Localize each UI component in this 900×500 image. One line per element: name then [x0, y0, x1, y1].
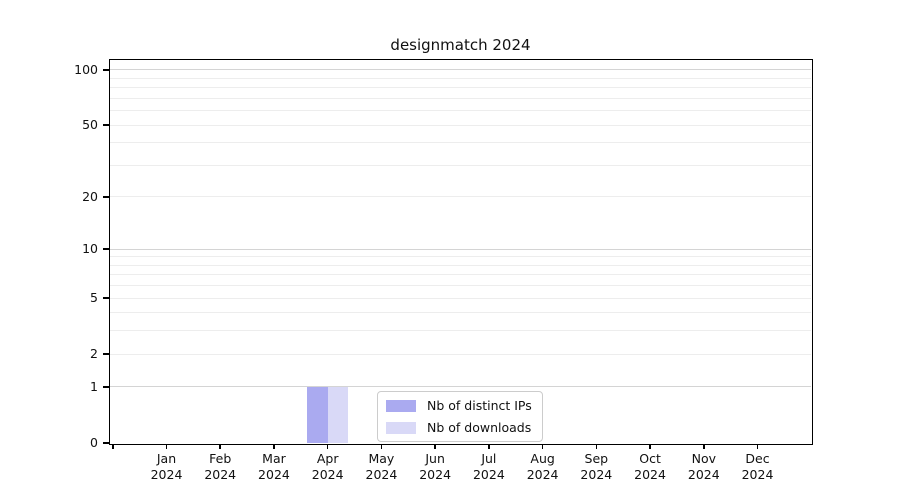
x-tick-label: Jan 2024: [136, 451, 198, 483]
gridline-major: [110, 69, 811, 71]
x-tick-label: May 2024: [350, 451, 412, 483]
y-tick-mark: [103, 69, 109, 71]
chart-title: designmatch 2024: [390, 36, 531, 54]
x-tick-year: 2024: [580, 467, 613, 482]
x-tick-label: Oct 2024: [619, 451, 681, 483]
x-tick-year: 2024: [634, 467, 666, 482]
y-tick-mark: [103, 353, 109, 355]
y-tick-mark: [103, 196, 109, 198]
gridline-minor: [110, 297, 811, 299]
y-tick-label: 2: [90, 346, 98, 362]
x-tick-mark: [434, 444, 436, 449]
y-tick-label: 100: [74, 61, 98, 77]
x-tick-month: Mar: [262, 451, 286, 466]
gridline-minor: [110, 164, 811, 166]
gridline-minor: [110, 264, 811, 266]
y-tick-mark: [103, 124, 109, 126]
y-tick-mark: [103, 442, 109, 444]
gridline-minor: [110, 142, 811, 144]
gridline-minor: [110, 196, 811, 198]
x-tick-year: 2024: [687, 467, 720, 482]
gridline-minor: [110, 110, 811, 112]
y-tick-label: 50: [82, 117, 98, 133]
x-tick-label: Jul 2024: [458, 451, 520, 483]
x-tick-year: 2024: [311, 467, 344, 482]
plot-area: [110, 60, 811, 443]
x-tick-mark: [756, 444, 759, 449]
gridline-minor: [110, 312, 811, 314]
legend-label: Nb of downloads: [427, 420, 532, 435]
x-tick-mark: [541, 444, 544, 449]
x-tick-mark: [273, 444, 275, 449]
x-tick-month: Jan: [156, 451, 177, 466]
gridline-minor: [110, 87, 811, 89]
y-tick-mark: [103, 386, 109, 388]
x-tick-mark: [703, 444, 705, 449]
legend-swatch: [386, 399, 416, 412]
gridline-minor: [110, 124, 811, 126]
x-tick-year: 2024: [741, 467, 774, 482]
x-tick-month: Dec: [745, 451, 770, 466]
legend-swatch: [386, 421, 416, 434]
x-tick-year: 2024: [472, 467, 505, 482]
gridline-minor: [110, 330, 811, 332]
gridline-minor: [110, 77, 811, 79]
x-tick-mark: [595, 444, 598, 449]
x-tick-mark: [488, 444, 490, 449]
legend-item: Nb of downloads: [386, 419, 532, 436]
y-tick-label: 20: [82, 188, 98, 204]
gridline-minor: [110, 353, 811, 355]
gridline-minor: [110, 274, 811, 276]
x-tick-month: Nov: [691, 451, 716, 466]
x-tick-year: 2024: [526, 467, 559, 482]
legend-item: Nb of distinct IPs: [386, 397, 532, 414]
x-tick-month: Jun: [425, 451, 445, 466]
x-tick-mark: [112, 444, 114, 449]
x-tick-year: 2024: [150, 467, 183, 482]
x-tick-month: Jul: [481, 451, 497, 466]
x-tick-mark: [165, 444, 168, 449]
y-tick-mark: [103, 297, 109, 299]
x-tick-month: Aug: [530, 451, 555, 466]
x-tick-month: Apr: [316, 451, 339, 466]
x-tick-label: Apr 2024: [297, 451, 359, 483]
x-tick-month: Feb: [209, 451, 232, 466]
legend: Nb of distinct IPs Nb of downloads: [377, 391, 543, 442]
bar-downloads: [327, 386, 349, 443]
y-tick-label: 5: [90, 290, 98, 306]
x-tick-mark: [326, 444, 329, 449]
x-tick-year: 2024: [258, 467, 290, 482]
x-tick-mark: [380, 444, 383, 449]
x-tick-mark: [649, 444, 651, 449]
legend-label: Nb of distinct IPs: [427, 398, 532, 413]
y-tick-label: 10: [82, 241, 98, 257]
x-tick-year: 2024: [204, 467, 237, 482]
x-tick-mark: [219, 444, 221, 449]
x-tick-month: Sep: [584, 451, 609, 466]
y-tick-label: 0: [90, 435, 98, 450]
x-tick-label: Dec 2024: [727, 451, 789, 483]
bar-distinct-ips: [307, 386, 328, 443]
x-tick-year: 2024: [419, 467, 452, 482]
gridline-major: [110, 386, 811, 388]
x-tick-month: Oct: [639, 451, 661, 466]
gridline-minor: [110, 97, 811, 99]
x-tick-label: Sep 2024: [565, 451, 627, 483]
y-tick-mark: [103, 248, 109, 250]
x-tick-label: Feb 2024: [189, 451, 251, 483]
x-tick-label: Mar 2024: [243, 451, 305, 483]
gridline-minor: [110, 256, 811, 258]
x-tick-label: Nov 2024: [673, 451, 735, 483]
x-tick-label: Jun 2024: [404, 451, 466, 483]
x-tick-label: Aug 2024: [512, 451, 574, 483]
gridline-minor: [110, 285, 811, 287]
gridline-major: [110, 248, 811, 250]
x-tick-year: 2024: [365, 467, 398, 482]
y-tick-label: 1: [90, 378, 98, 394]
x-tick-month: May: [368, 451, 395, 466]
